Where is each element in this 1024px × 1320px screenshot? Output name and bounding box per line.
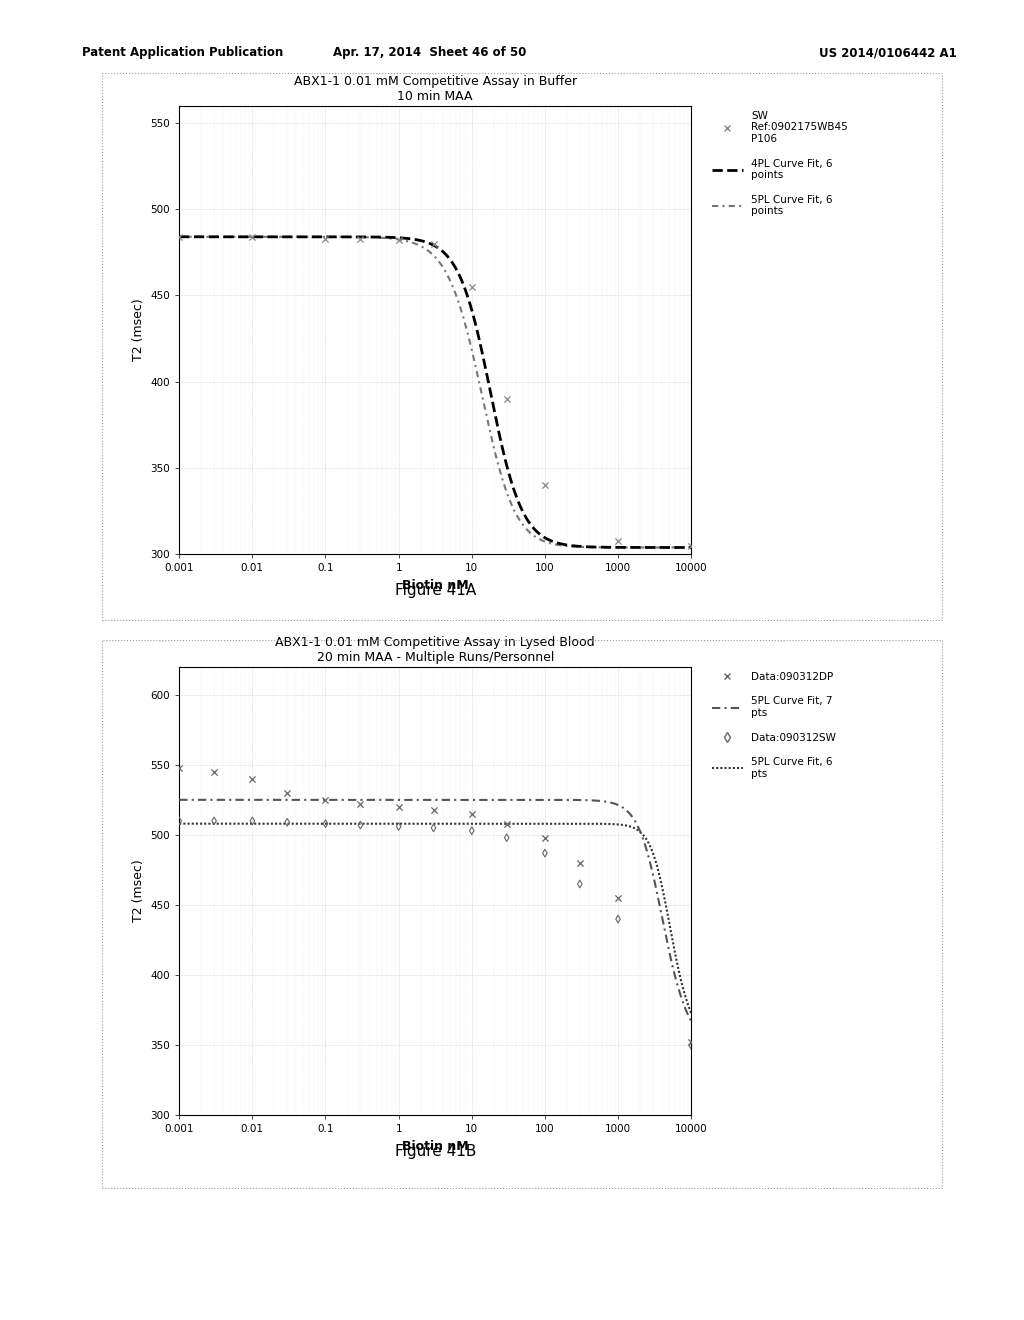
Point bbox=[352, 793, 369, 814]
Point bbox=[425, 817, 441, 838]
Point bbox=[317, 228, 334, 249]
Point bbox=[683, 1032, 699, 1053]
Text: Figure 41A: Figure 41A bbox=[394, 583, 476, 598]
Point bbox=[280, 783, 296, 804]
Point bbox=[571, 853, 588, 874]
Point bbox=[425, 234, 441, 255]
Point bbox=[610, 908, 627, 929]
Point bbox=[610, 887, 627, 908]
X-axis label: Biotin nM: Biotin nM bbox=[401, 579, 469, 591]
Text: Patent Application Publication: Patent Application Publication bbox=[82, 46, 284, 59]
X-axis label: Biotin nM: Biotin nM bbox=[401, 1140, 469, 1152]
Point bbox=[244, 810, 260, 832]
Point bbox=[425, 799, 441, 820]
Y-axis label: T2 (msec): T2 (msec) bbox=[132, 298, 144, 362]
Point bbox=[464, 820, 480, 841]
Point bbox=[499, 828, 515, 849]
Point bbox=[206, 810, 222, 832]
Point bbox=[171, 226, 187, 247]
Legend: Data:090312DP, 5PL Curve Fit, 7
pts, Data:090312SW, 5PL Curve Fit, 6
pts: Data:090312DP, 5PL Curve Fit, 7 pts, Dat… bbox=[712, 672, 837, 779]
Legend: SW
Ref:0902175WB45
P106, 4PL Curve Fit, 6
points, 5PL Curve Fit, 6
points: SW Ref:0902175WB45 P106, 4PL Curve Fit, … bbox=[712, 111, 848, 216]
Point bbox=[499, 388, 515, 409]
Text: Apr. 17, 2014  Sheet 46 of 50: Apr. 17, 2014 Sheet 46 of 50 bbox=[334, 46, 526, 59]
Point bbox=[537, 828, 553, 849]
Point bbox=[683, 535, 699, 556]
Point bbox=[317, 789, 334, 810]
Point bbox=[537, 842, 553, 863]
Point bbox=[244, 768, 260, 789]
Point bbox=[390, 796, 407, 817]
Point bbox=[390, 816, 407, 837]
Point bbox=[464, 276, 480, 297]
Text: US 2014/0106442 A1: US 2014/0106442 A1 bbox=[819, 46, 957, 59]
Point bbox=[390, 230, 407, 251]
Point bbox=[206, 762, 222, 783]
Text: Figure 41B: Figure 41B bbox=[394, 1144, 476, 1159]
Title: ABX1-1 0.01 mM Competitive Assay in Buffer
10 min MAA: ABX1-1 0.01 mM Competitive Assay in Buff… bbox=[294, 75, 577, 103]
Y-axis label: T2 (msec): T2 (msec) bbox=[132, 859, 144, 923]
Point bbox=[244, 226, 260, 247]
Point bbox=[317, 813, 334, 834]
Point bbox=[280, 812, 296, 833]
Point bbox=[171, 810, 187, 832]
Point bbox=[352, 814, 369, 836]
Point bbox=[499, 813, 515, 834]
Point bbox=[537, 475, 553, 496]
Title: ABX1-1 0.01 mM Competitive Assay in Lysed Blood
20 min MAA - Multiple Runs/Perso: ABX1-1 0.01 mM Competitive Assay in Lyse… bbox=[275, 636, 595, 664]
Point bbox=[171, 758, 187, 779]
Point bbox=[464, 804, 480, 825]
Point bbox=[610, 531, 627, 552]
Point bbox=[352, 228, 369, 249]
Point bbox=[571, 874, 588, 895]
Point bbox=[683, 1035, 699, 1056]
